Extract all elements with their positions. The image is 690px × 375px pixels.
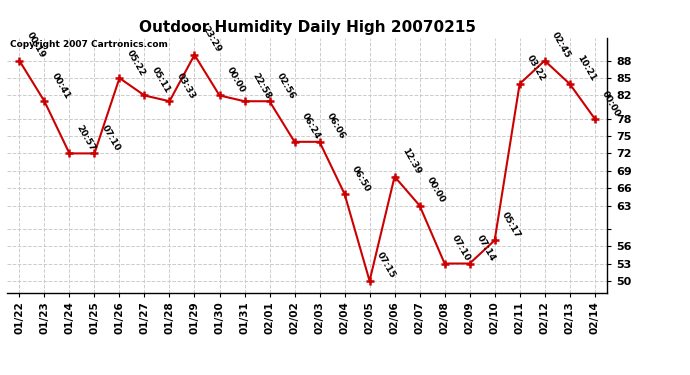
Text: 06:24: 06:24 (300, 112, 322, 141)
Text: 00:41: 00:41 (50, 71, 72, 100)
Text: 10:21: 10:21 (575, 54, 598, 83)
Text: 00:00: 00:00 (425, 176, 447, 205)
Text: 02:56: 02:56 (275, 71, 297, 100)
Text: 07:10: 07:10 (100, 123, 122, 153)
Text: 06:06: 06:06 (325, 112, 347, 141)
Text: 12:39: 12:39 (400, 146, 422, 176)
Text: 02:45: 02:45 (550, 31, 572, 60)
Text: 05:11: 05:11 (150, 66, 172, 94)
Text: 07:15: 07:15 (375, 251, 397, 280)
Text: 07:10: 07:10 (450, 234, 472, 263)
Text: 03:22: 03:22 (525, 54, 547, 83)
Text: 00:19: 00:19 (25, 31, 47, 60)
Text: 23:29: 23:29 (200, 25, 222, 54)
Text: 22:58: 22:58 (250, 71, 272, 100)
Text: Copyright 2007 Cartronics.com: Copyright 2007 Cartronics.com (10, 40, 168, 49)
Text: 05:17: 05:17 (500, 210, 522, 240)
Title: Outdoor Humidity Daily High 20070215: Outdoor Humidity Daily High 20070215 (139, 20, 475, 35)
Text: 06:50: 06:50 (350, 164, 372, 193)
Text: 00:00: 00:00 (600, 89, 622, 118)
Text: 00:00: 00:00 (225, 66, 247, 94)
Text: 03:33: 03:33 (175, 71, 197, 100)
Text: 05:22: 05:22 (125, 48, 147, 77)
Text: 07:14: 07:14 (475, 233, 497, 263)
Text: 20:57: 20:57 (75, 123, 97, 153)
